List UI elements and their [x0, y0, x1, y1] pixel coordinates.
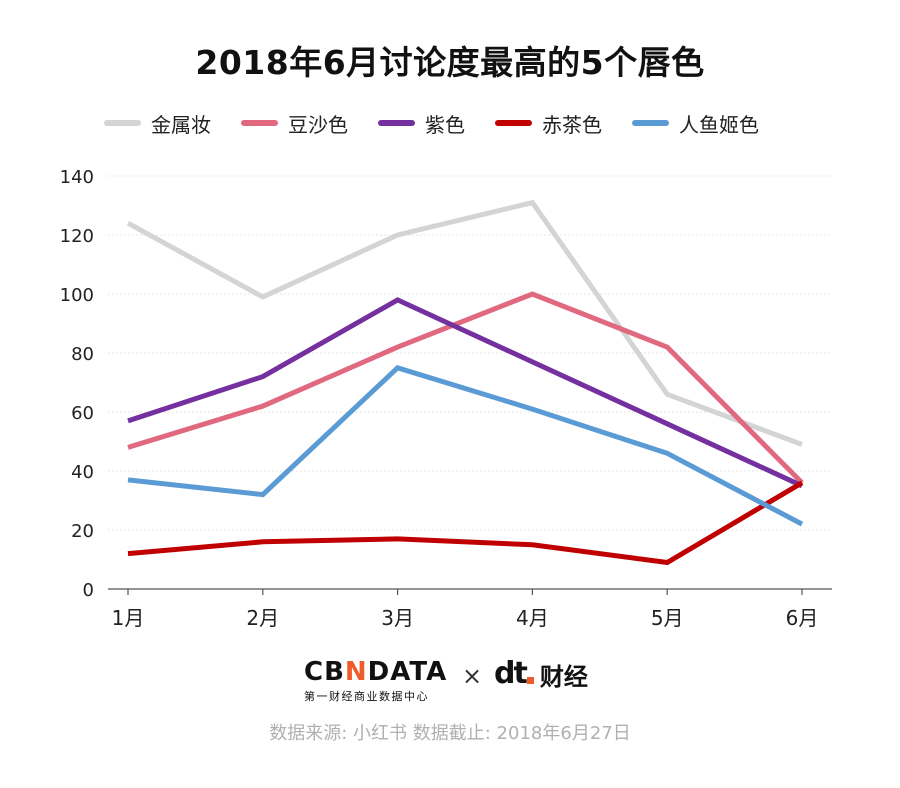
- series-line: [126, 199, 803, 447]
- legend-label: 金属妆: [151, 112, 211, 137]
- legend-item: 豆沙色: [241, 109, 348, 138]
- y-tick-label: 100: [60, 285, 94, 306]
- times-icon: ×: [462, 662, 483, 690]
- series-line: [127, 480, 804, 566]
- x-tick-label: 4月: [516, 606, 549, 630]
- y-tick-label: 120: [60, 226, 94, 247]
- dt-finance-name: 财经: [539, 662, 588, 691]
- legend-label: 紫色: [425, 112, 465, 137]
- series-line: [127, 364, 804, 527]
- y-tick-label: 40: [71, 462, 94, 483]
- legend-label: 人鱼姬色: [679, 112, 759, 137]
- x-tick-label: 5月: [651, 606, 684, 630]
- cbndata-logo: CBNDATA 第一财经商业数据中心: [304, 658, 449, 704]
- legend-swatch: [241, 120, 278, 126]
- y-tick-label: 140: [60, 167, 94, 188]
- cbndata-logo-accent: N: [344, 657, 368, 687]
- legend-swatch: [495, 120, 532, 126]
- series-line: [127, 297, 804, 489]
- cbndata-subtitle: 第一财经商业数据中心: [304, 690, 429, 703]
- series-line: [127, 291, 804, 485]
- dt-dot-icon: [526, 677, 534, 684]
- cbndata-logo-suffix: DATA: [367, 657, 448, 687]
- legend-swatch: [632, 120, 669, 126]
- legend-swatch: [378, 120, 415, 126]
- y-tick-label: 20: [71, 521, 94, 542]
- legend-swatch: [104, 120, 141, 126]
- chart-title: 2018年6月讨论度最高的5个唇色: [195, 43, 705, 82]
- x-tick-label: 6月: [786, 606, 819, 630]
- legend-item: 紫色: [378, 109, 465, 138]
- legend-label: 豆沙色: [288, 112, 348, 137]
- y-tick-label: 80: [71, 344, 94, 365]
- legend-item: 金属妆: [104, 109, 211, 138]
- legend-label: 赤茶色: [542, 112, 602, 137]
- dt-mark: dt: [494, 656, 528, 691]
- legend-item: 人鱼姬色: [632, 109, 759, 138]
- data-source-note: 数据来源: 小红书 数据截止: 2018年6月27日: [269, 723, 631, 744]
- x-tick-label: 1月: [112, 606, 145, 630]
- y-tick-label: 60: [71, 403, 94, 424]
- chart-legend: 金属妆 豆沙色 紫色 赤茶色 人鱼姬色: [104, 108, 789, 138]
- legend-item: 赤茶色: [495, 109, 602, 138]
- brand-footer: CBNDATA 第一财经商业数据中心 × dt 财经: [0, 658, 900, 708]
- dt-finance-logo: dt 财经: [494, 656, 588, 691]
- y-tick-label: 0: [83, 580, 94, 601]
- x-tick-label: 3月: [381, 606, 414, 630]
- x-tick-label: 2月: [246, 606, 279, 630]
- cbndata-logo-prefix: CB: [304, 657, 345, 687]
- line-chart: 0 20 40 60 80 100 120 140 1月 2月 3月 4月 5月 6月: [60, 167, 832, 630]
